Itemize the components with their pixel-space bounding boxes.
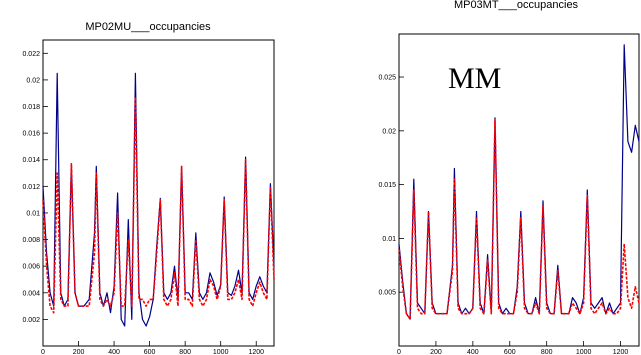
y-tick-label: 0.008	[22, 237, 40, 244]
series-layer	[398, 44, 640, 320]
x-tick-label: 200	[430, 349, 442, 355]
y-tick-label: 0.025	[378, 75, 396, 82]
axes: 0.002 0.004 0.006 0.008 0.01 0.012 0.014 0.016 0…	[22, 51, 264, 355]
series-line-red-dashed	[42, 96, 275, 314]
y-tick-label: 0.02	[26, 77, 40, 84]
mm-annotation: MM	[448, 62, 501, 95]
y-tick-label: 0.014	[22, 157, 40, 164]
y-tick-label: 0.004	[22, 290, 40, 297]
y-tick-label: 0.018	[22, 104, 40, 111]
y-tick-label: 0.01	[382, 236, 396, 243]
axes: 0.005 0.01 0.015 0.02 0.025 0 200 400 600 800 1000…	[378, 75, 628, 355]
x-tick-label: 1200	[613, 349, 629, 355]
chart-mp03mt: MP03MT___occupancies MM 0.0050.010.0150.…	[378, 0, 640, 355]
series-line-blue-solid	[398, 44, 640, 320]
x-tick-label: 800	[179, 349, 191, 355]
x-tick-label: 200	[73, 349, 85, 355]
y-tick-label: 0.02	[382, 128, 396, 135]
chart-mp02mu: MP02MU___occupancies 0.0020.0040.0060.00…	[22, 21, 275, 355]
y-tick-label: 0.002	[22, 317, 40, 324]
chart-title: MP02MU___occupancies	[85, 21, 211, 33]
y-tick-label: 0.022	[22, 51, 40, 58]
x-tick-label: 0	[41, 349, 45, 355]
y-tick-label: 0.006	[22, 264, 40, 271]
y-tick-label: 0.015	[378, 182, 396, 189]
x-tick-label: 1000	[213, 349, 229, 355]
y-tick-label: 0.012	[22, 184, 40, 191]
x-tick-label: 1200	[248, 349, 264, 355]
chart-title: MP03MT___occupancies	[454, 0, 579, 11]
x-tick-label: 800	[541, 349, 553, 355]
x-tick-label: 600	[504, 349, 516, 355]
x-tick-label: 600	[144, 349, 156, 355]
y-tick-label: 0.01	[26, 210, 40, 217]
x-tick-label: 1000	[576, 349, 592, 355]
y-tick-label: 0.005	[378, 290, 396, 297]
series-layer	[42, 72, 275, 327]
y-tick-label: 0.016	[22, 131, 40, 138]
x-tick-label: 0	[397, 349, 401, 355]
x-tick-label: 400	[108, 349, 120, 355]
plot-frame	[398, 33, 640, 347]
series-line-red-dashed	[398, 119, 640, 320]
x-tick-label: 400	[467, 349, 479, 355]
